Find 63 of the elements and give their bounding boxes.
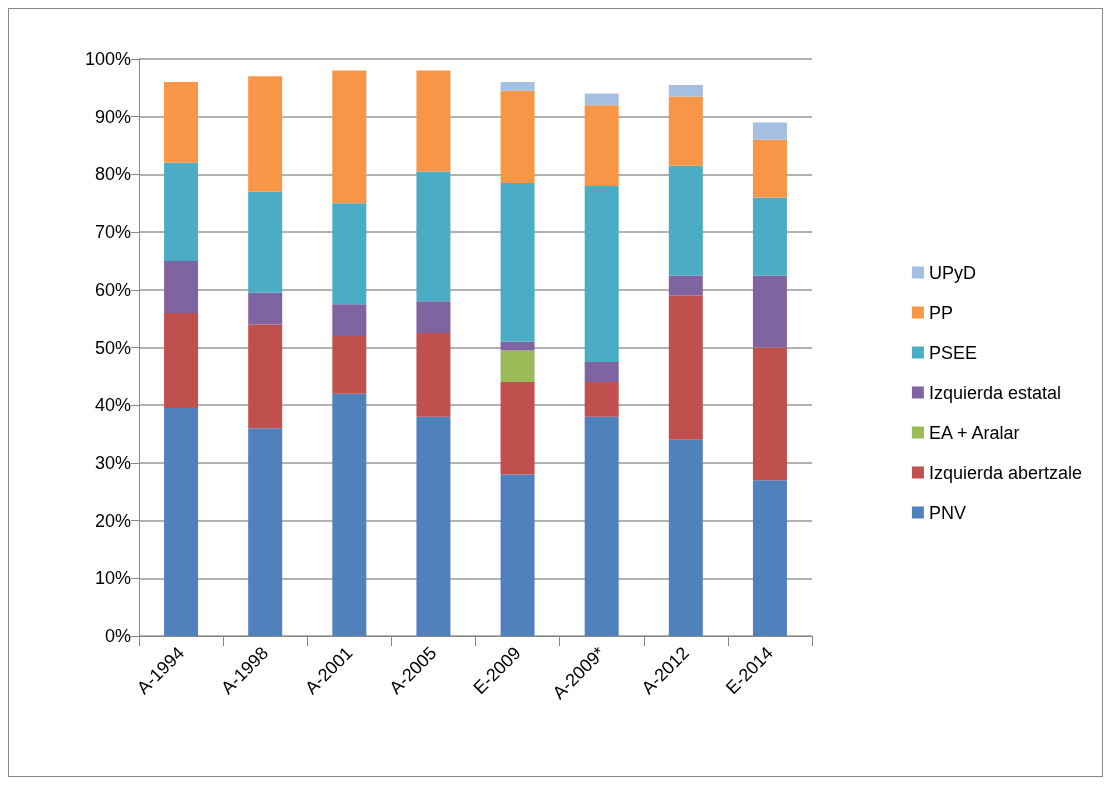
bar xyxy=(752,347,787,481)
bar xyxy=(416,70,451,172)
bar xyxy=(500,82,535,91)
bar xyxy=(668,275,703,296)
bar xyxy=(752,480,787,636)
bar xyxy=(584,416,619,636)
bar xyxy=(584,382,619,417)
y-tick-label: 60% xyxy=(94,279,131,300)
bar xyxy=(164,260,199,313)
bar xyxy=(668,165,703,276)
bar xyxy=(752,139,787,198)
y-tick-label: 10% xyxy=(94,568,131,589)
legend-label: Izquierda abertzale xyxy=(928,462,1083,483)
bar xyxy=(416,301,451,334)
bar xyxy=(248,428,283,636)
y-tick-label: 0% xyxy=(104,626,131,646)
bar xyxy=(668,439,703,636)
bar xyxy=(164,162,199,261)
y-tick-label: 100% xyxy=(84,49,131,69)
bar xyxy=(164,82,199,163)
bar xyxy=(752,122,787,140)
bar xyxy=(332,203,367,305)
bar xyxy=(416,171,451,302)
y-tick-label: 40% xyxy=(94,395,131,416)
bar xyxy=(332,70,367,204)
bar xyxy=(500,90,535,184)
bar xyxy=(248,324,283,429)
y-tick-label: 70% xyxy=(94,222,131,243)
legend-label: Izquierda estatal xyxy=(928,382,1061,403)
y-tick-label: 20% xyxy=(94,510,131,531)
bar xyxy=(584,105,619,186)
bar xyxy=(332,393,367,636)
bar xyxy=(584,93,619,106)
legend-label: UPyD xyxy=(928,262,976,283)
bar xyxy=(668,96,703,166)
y-tick-label: 30% xyxy=(94,452,131,473)
bar xyxy=(416,416,451,636)
legend-label: PNV xyxy=(928,502,966,523)
bar xyxy=(500,183,535,342)
legend-label: PP xyxy=(928,302,953,323)
y-tick-label: 50% xyxy=(94,337,131,358)
bar xyxy=(584,361,619,383)
y-tick-label: 90% xyxy=(94,106,131,127)
legend-label: EA + Aralar xyxy=(928,422,1020,443)
bar xyxy=(752,275,787,348)
bar xyxy=(668,84,703,97)
bar xyxy=(668,295,703,440)
bar xyxy=(416,333,451,417)
bar xyxy=(332,335,367,394)
bar xyxy=(248,191,283,293)
bar xyxy=(500,382,535,475)
bar xyxy=(752,197,787,276)
bar xyxy=(164,312,199,409)
bar xyxy=(584,185,619,362)
bar xyxy=(248,292,283,325)
bar xyxy=(500,474,535,636)
legend-label: PSEE xyxy=(928,342,977,363)
y-tick-label: 80% xyxy=(94,164,131,185)
bar xyxy=(164,408,199,636)
bar xyxy=(248,76,283,192)
bar xyxy=(500,350,535,383)
bar xyxy=(332,304,367,336)
bar xyxy=(500,341,535,351)
